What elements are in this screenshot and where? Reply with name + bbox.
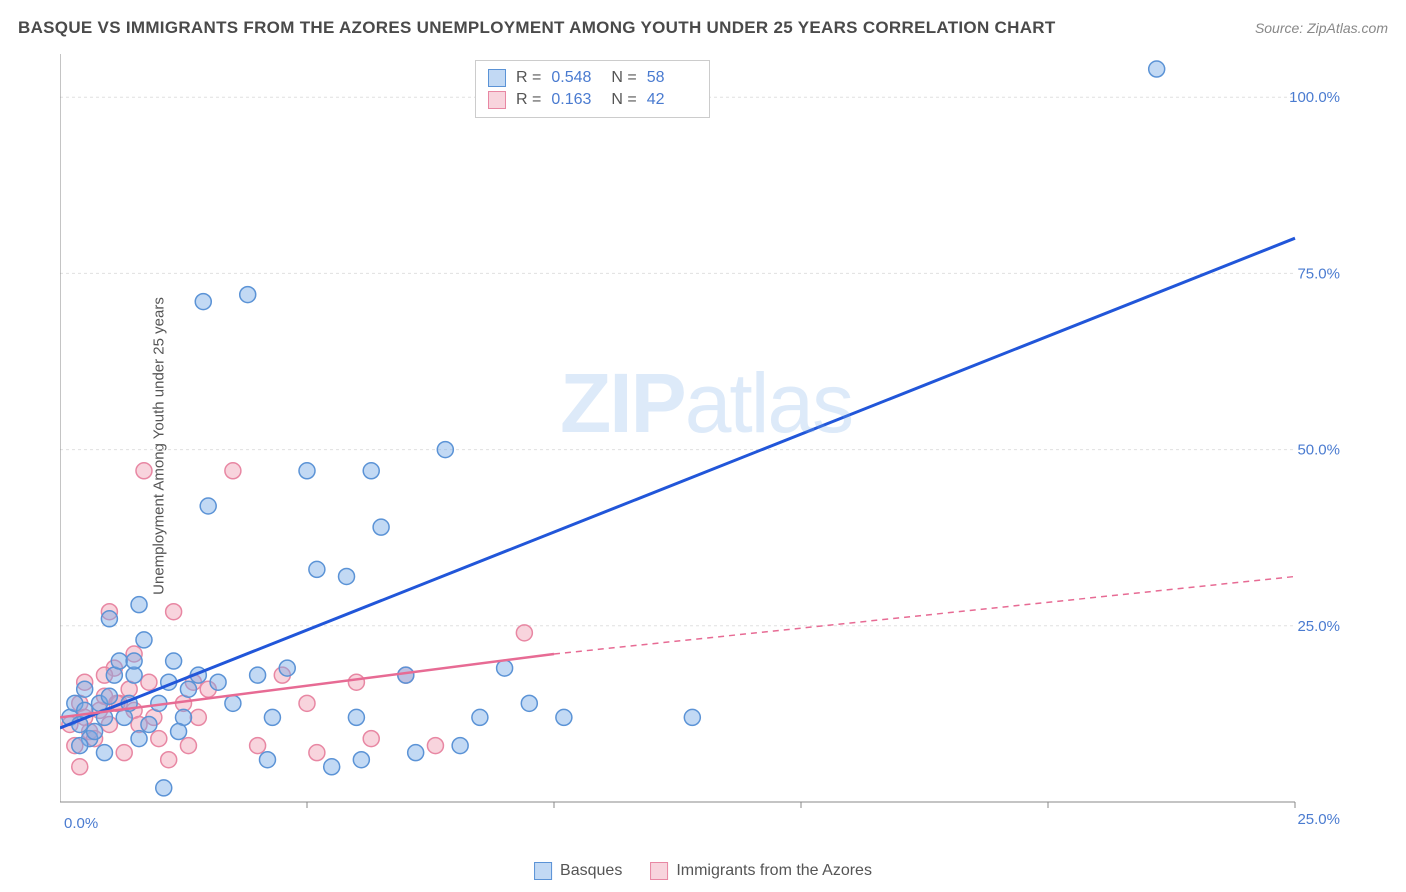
scatter-point-blue [72, 738, 88, 754]
scatter-point-blue [521, 695, 537, 711]
scatter-point-pink [299, 695, 315, 711]
scatter-point-blue [180, 681, 196, 697]
scatter-point-blue [131, 731, 147, 747]
legend-bottom: Basques Immigrants from the Azores [534, 862, 872, 880]
swatch-pink [488, 91, 506, 109]
source-prefix: Source: [1255, 20, 1307, 36]
scatter-point-blue [96, 745, 112, 761]
scatter-point-blue [87, 724, 103, 740]
scatter-point-blue [353, 752, 369, 768]
scatter-point-blue [225, 695, 241, 711]
scatter-point-blue [684, 709, 700, 725]
scatter-point-blue [200, 498, 216, 514]
scatter-point-blue [166, 653, 182, 669]
r-label: R = [516, 91, 541, 109]
scatter-point-blue [250, 667, 266, 683]
scatter-point-blue [259, 752, 275, 768]
scatter-point-blue [373, 519, 389, 535]
stats-box: R = 0.548 N = 58 R = 0.163 N = 42 [475, 60, 710, 118]
scatter-point-pink [363, 731, 379, 747]
scatter-point-blue [210, 674, 226, 690]
legend-item: Basques [534, 862, 622, 880]
y-tick-label: 75.0% [1297, 265, 1340, 282]
scatter-point-blue [77, 681, 93, 697]
plot-area: 25.0% 50.0% 75.0% 100.0% 25.0% 0.0% [60, 52, 1340, 830]
scatter-point-blue [126, 653, 142, 669]
scatter-point-blue [452, 738, 468, 754]
x-origin-label: 0.0% [64, 815, 98, 830]
legend-item: Immigrants from the Azores [650, 862, 872, 880]
scatter-point-blue [339, 568, 355, 584]
source-attribution: Source: ZipAtlas.com [1255, 20, 1388, 36]
r-value: 0.548 [551, 69, 601, 87]
scatter-point-pink [166, 604, 182, 620]
trend-line-blue [60, 238, 1295, 728]
scatter-point-blue [299, 463, 315, 479]
scatter-point-blue [156, 780, 172, 796]
legend-label: Immigrants from the Azores [676, 862, 872, 880]
scatter-point-pink [190, 709, 206, 725]
scatter-point-blue [240, 287, 256, 303]
scatter-point-blue [1149, 61, 1165, 77]
r-value: 0.163 [551, 91, 601, 109]
scatter-chart: 25.0% 50.0% 75.0% 100.0% 25.0% 0.0% [60, 52, 1340, 830]
swatch-pink [650, 862, 668, 880]
n-value: 42 [647, 91, 697, 109]
scatter-point-blue [309, 561, 325, 577]
n-label: N = [611, 69, 636, 87]
scatter-point-pink [136, 463, 152, 479]
chart-title: BASQUE VS IMMIGRANTS FROM THE AZORES UNE… [18, 18, 1056, 38]
scatter-point-pink [348, 674, 364, 690]
scatter-point-pink [141, 674, 157, 690]
scatter-point-pink [72, 759, 88, 775]
scatter-point-blue [111, 653, 127, 669]
scatter-point-pink [151, 731, 167, 747]
x-tick-label: 25.0% [1297, 811, 1340, 828]
stats-row: R = 0.548 N = 58 [488, 67, 697, 89]
y-tick-label: 25.0% [1297, 618, 1340, 635]
swatch-blue [534, 862, 552, 880]
scatter-point-blue [398, 667, 414, 683]
scatter-point-pink [180, 738, 196, 754]
scatter-point-blue [556, 709, 572, 725]
swatch-blue [488, 69, 506, 87]
n-label: N = [611, 91, 636, 109]
y-tick-label: 50.0% [1297, 442, 1340, 459]
n-value: 58 [647, 69, 697, 87]
scatter-point-pink [161, 752, 177, 768]
scatter-point-blue [408, 745, 424, 761]
scatter-point-blue [141, 716, 157, 732]
scatter-point-pink [516, 625, 532, 641]
scatter-point-blue [101, 688, 117, 704]
scatter-point-blue [195, 294, 211, 310]
scatter-point-blue [497, 660, 513, 676]
scatter-point-blue [437, 442, 453, 458]
chart-header: BASQUE VS IMMIGRANTS FROM THE AZORES UNE… [18, 18, 1388, 38]
scatter-point-pink [427, 738, 443, 754]
scatter-point-blue [472, 709, 488, 725]
stats-row: R = 0.163 N = 42 [488, 89, 697, 111]
scatter-point-pink [309, 745, 325, 761]
scatter-point-blue [324, 759, 340, 775]
scatter-point-blue [363, 463, 379, 479]
y-tick-label: 100.0% [1289, 89, 1340, 106]
trend-line-pink-dashed [554, 576, 1295, 654]
scatter-point-blue [101, 611, 117, 627]
scatter-point-pink [116, 745, 132, 761]
scatter-point-blue [171, 724, 187, 740]
scatter-point-blue [131, 597, 147, 613]
scatter-point-blue [348, 709, 364, 725]
scatter-point-pink [225, 463, 241, 479]
scatter-point-blue [136, 632, 152, 648]
scatter-point-blue [279, 660, 295, 676]
legend-label: Basques [560, 862, 622, 880]
source-name: ZipAtlas.com [1307, 20, 1388, 36]
scatter-point-pink [250, 738, 266, 754]
r-label: R = [516, 69, 541, 87]
scatter-point-blue [264, 709, 280, 725]
